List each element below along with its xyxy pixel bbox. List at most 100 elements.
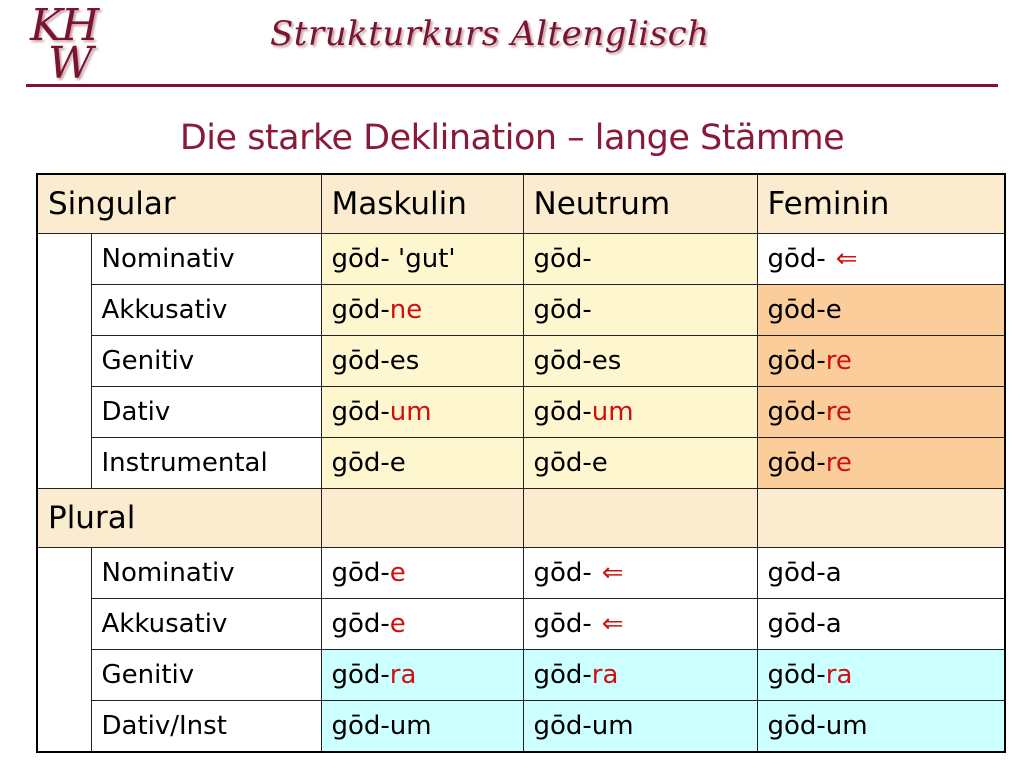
form-stem: gōd- (331, 397, 390, 427)
form-stem: gōd-e (533, 448, 608, 478)
form-stem: gōd-a (767, 558, 842, 588)
form-cell: gōd-a (756, 598, 1006, 650)
form-stem: gōd- (767, 660, 826, 690)
declension-table: Singular Maskulin Neutrum Feminin Nominativ g… (36, 173, 1006, 753)
form-gloss: 'gut' (389, 244, 456, 274)
form-stem: gōd- (533, 244, 592, 274)
gender-header (756, 488, 1006, 548)
form-stem: gōd-e (331, 448, 406, 478)
form-cell: gōd-es (320, 335, 524, 387)
left-arrow-icon: ⇐ (835, 244, 858, 274)
left-arrow-icon: ⇐ (601, 609, 624, 639)
gender-header: Maskulin (320, 173, 524, 234)
form-cell: gōd-a (756, 547, 1006, 599)
case-label: Dativ/Inst (90, 700, 322, 753)
form-cell: gōd-ra (522, 649, 758, 701)
form-suffix: e (389, 609, 406, 639)
section-header-row: Singular Maskulin Neutrum Feminin (36, 173, 1006, 234)
form-cell: gōd- ⇐ (756, 233, 1006, 285)
section-label: Singular (36, 173, 322, 234)
gender-header (522, 488, 758, 548)
gender-header: Feminin (756, 173, 1006, 234)
section-label: Plural (36, 488, 322, 548)
gender-header: Neutrum (522, 173, 758, 234)
table-row: Akkusativ gōd-e gōd- ⇐ gōd-a (37, 598, 1006, 650)
section-header-row: Plural (36, 488, 1006, 548)
form-suffix: re (825, 346, 852, 376)
table-row: Nominativ gōd-e gōd- ⇐ gōd-a (36, 547, 1006, 753)
form-stem: gōd- (331, 244, 390, 274)
form-stem: gōd-es (331, 346, 420, 376)
table-row: Akkusativ gōd-ne gōd-gōd-e (37, 284, 1006, 336)
form-cell: gōd-re (756, 386, 1006, 438)
case-label: Akkusativ (90, 284, 322, 336)
form-stem: gōd- (767, 346, 826, 376)
form-suffix: ra (389, 660, 417, 690)
form-cell: gōd-um (320, 386, 524, 438)
form-cell: gōd-es (522, 335, 758, 387)
form-stem: gōd- (331, 558, 390, 588)
form-cell: gōd-e (320, 437, 524, 489)
form-stem: gōd- (331, 660, 390, 690)
case-label: Dativ (90, 386, 322, 438)
form-suffix: um (591, 397, 634, 427)
form-stem: gōd- (767, 448, 826, 478)
form-stem: gōd-um (331, 711, 432, 741)
form-stem: gōd- (533, 558, 592, 588)
case-label: Nominativ (90, 547, 322, 599)
form-cell: gōd-um (756, 700, 1006, 753)
form-cell: gōd-e (522, 437, 758, 489)
table-row: Dativ gōd-um gōd-um gōd-re (37, 386, 1006, 438)
table-row: Dativ/Inst gōd-um gōd-um gōd-um (37, 700, 1006, 753)
form-stem: gōd-um (533, 711, 634, 741)
indent-cell (36, 233, 92, 489)
form-cell: gōd-um (522, 700, 758, 753)
form-cell: gōd-ra (320, 649, 524, 701)
form-cell: gōd- 'gut' (320, 233, 524, 285)
form-suffix: um (389, 397, 432, 427)
left-arrow-icon: ⇐ (601, 558, 624, 588)
indent-cell (36, 547, 92, 753)
case-label: Nominativ (90, 233, 322, 285)
form-cell: gōd-ra (756, 649, 1006, 701)
table-row: Instrumental gōd-e gōd-e gōd-re (37, 437, 1006, 489)
table-row: Genitiv gōd-ra gōd-ra gōd-ra (37, 649, 1006, 701)
logo-line-2: W (48, 38, 94, 89)
form-cell: gōd-re (756, 437, 1006, 489)
header-divider (26, 84, 998, 87)
form-suffix: e (389, 558, 406, 588)
form-cell: gōd-ne (320, 284, 524, 336)
header-title: Strukturkurs Altenglisch (270, 14, 710, 54)
form-suffix: ra (591, 660, 619, 690)
form-cell: gōd-e (756, 284, 1006, 336)
case-label: Akkusativ (90, 598, 322, 650)
case-label: Genitiv (90, 649, 322, 701)
form-stem: gōd- (767, 397, 826, 427)
table-row: Nominativ gōd- 'gut' gōd-gōd- ⇐ (36, 233, 1006, 489)
form-cell: gōd- ⇐ (522, 598, 758, 650)
form-stem: gōd- (533, 295, 592, 325)
logo-line-1: KH (30, 0, 99, 51)
gender-header (320, 488, 524, 548)
form-cell: gōd-um (320, 700, 524, 753)
form-stem: gōd- (331, 609, 390, 639)
logo: KH W (30, 4, 130, 88)
table-row: Genitiv gōd-es gōd-es gōd-re (37, 335, 1006, 387)
form-cell: gōd- ⇐ (522, 547, 758, 599)
case-label: Genitiv (90, 335, 322, 387)
form-suffix: re (825, 397, 852, 427)
form-stem: gōd-a (767, 609, 842, 639)
form-stem: gōd- (533, 609, 592, 639)
form-cell: gōd-e (320, 598, 524, 650)
form-cell: gōd- (522, 284, 758, 336)
form-stem: gōd- (533, 397, 592, 427)
form-stem: gōd-um (767, 711, 868, 741)
form-stem: gōd-e (767, 295, 842, 325)
form-suffix: re (825, 448, 852, 478)
form-cell: gōd-um (522, 386, 758, 438)
form-cell: gōd-re (756, 335, 1006, 387)
form-stem: gōd-es (533, 346, 622, 376)
form-cell: gōd-e (320, 547, 524, 599)
form-suffix: ne (389, 295, 423, 325)
form-stem: gōd- (767, 244, 826, 274)
